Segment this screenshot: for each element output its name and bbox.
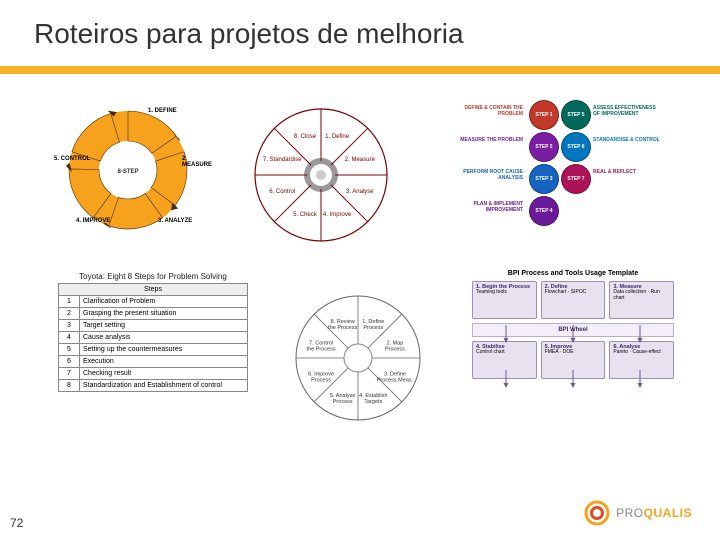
logo-icon [584,500,610,526]
table-row: 8Standardization and Establishment of co… [59,380,248,392]
page-number: 72 [10,516,23,530]
flow-step-label: PERFORM ROOT CAUSE ANALYSIS [453,170,523,181]
bpi-box: 4. StabiliseControl chart [472,341,537,379]
gear-label: 3. ANALYZE [158,218,192,224]
table-row: 2Grasping the present situation [59,308,248,320]
flow-step-bubble: STEP 5 [561,100,591,130]
flow-step-label: STANDARDISE & CONTROL [593,138,663,144]
wheel-slice-label: 8. Close [293,134,316,140]
flow-step-bubble: STEP 3 [529,164,559,194]
flow-step-bubble: STEP 2 [529,132,559,162]
flow-step-bubble: STEP 6 [561,132,591,162]
gear-label: 1. DEFINE [148,108,177,114]
figure-toyota-table: Toyota: Eight 8 Steps for Problem Solvin… [58,270,248,445]
brand-logo: PROQUALIS [584,500,692,526]
bpi-title: BPI Process and Tools Usage Template [468,270,678,277]
bpi-box: 6. AnalysePareto · Cause-effect [609,341,674,379]
toyota-steps-table: Steps 1Clarification of Problem2Grasping… [58,283,248,392]
accent-rule [0,66,720,74]
page-title: Roteiros para projetos de melhoria [34,18,464,50]
wheel-slice-label: 3. Analyse [345,189,373,195]
toyota-header: Steps [59,284,248,296]
pdca-slice-label: 6. ImproveProcess [308,371,334,383]
bpi-box: 1. Begin the ProcessTeaming tools [472,281,537,319]
pdca-slice-label: 1. DefineProcess [362,319,384,331]
wheel-slice-label: 6. Control [269,189,295,195]
figure-bpi-template: BPI Process and Tools Usage Template 1. … [468,270,678,440]
flow-step-bubble: STEP 4 [529,196,559,226]
wheel-slice-label: 4. Improve [322,212,351,218]
table-row: 1Clarification of Problem [59,296,248,308]
wheel-slice-label: 1. Define [325,134,350,140]
pdca-slice-label: 2. MapProcess [385,341,405,353]
flow-step-label: MEASURE THE PROBLEM [453,138,523,144]
bpi-box: 2. DefineFlowchart · SIPOC [541,281,606,319]
pdca-slice-label: 8. Reviewthe Process [328,319,357,331]
logo-text: PROQUALIS [616,506,692,520]
bpi-box: 3. MeasureData collection · Run chart [609,281,674,319]
toyota-title: Toyota: Eight 8 Steps for Problem Solvin… [58,270,248,283]
pdca-slice-label: 7. Controlthe Process [306,341,335,353]
wheel-slice-label: 7. Standardise [262,157,301,163]
pdca-slice-label: 5. AnalyseProcess [329,393,354,405]
flow-step-label: REAL & REFLECT [593,170,663,176]
flow-step-label: DEFINE & CONTAIN THE PROBLEM [453,106,523,117]
figure-six-wheel: 1. Define 2. Measure 3. Analyse 4. Improve 5… [246,100,396,250]
figure-gear-cycle: 8-STEP 1. DEFINE2. MEASURE3. ANALYZE4. I… [58,100,198,240]
flow-step-bubble: STEP 1 [529,100,559,130]
gear-hub: 8-STEP [117,169,138,175]
table-row: 3Target setting [59,320,248,332]
figure-eight-step-flow: STEP 1 DEFINE & CONTAIN THE PROBLEM STEP 2… [443,100,658,250]
wheel-slice-label: 5. Check [293,212,318,218]
table-row: 7Checking result [59,368,248,380]
flow-step-bubble: STEP 7 [561,164,591,194]
gear-label: 2. MEASURE [182,156,212,168]
wheel-slice-label: 2. Measure [344,157,375,163]
figure-pdca-wheel: 1. DefineProcess2. MapProcess3. DefinePr… [271,278,446,438]
bpi-mid-label: BPI Wheel [472,323,674,337]
table-row: 6Execution [59,356,248,368]
table-row: 5Setting up the countermeasures [59,344,248,356]
gear-label: 4. IMPROVE [76,218,110,224]
flow-step-label: PLAN & IMPLEMENT IMPROVEMENT [453,202,523,213]
gear-label: 5. CONTROL [54,156,90,162]
flow-step-label: ASSESS EFFECTIVENESS OF IMPROVEMENT [593,106,663,117]
bpi-box: 5. ImproveFMEA · DOE [541,341,606,379]
table-row: 4Cause analysis [59,332,248,344]
